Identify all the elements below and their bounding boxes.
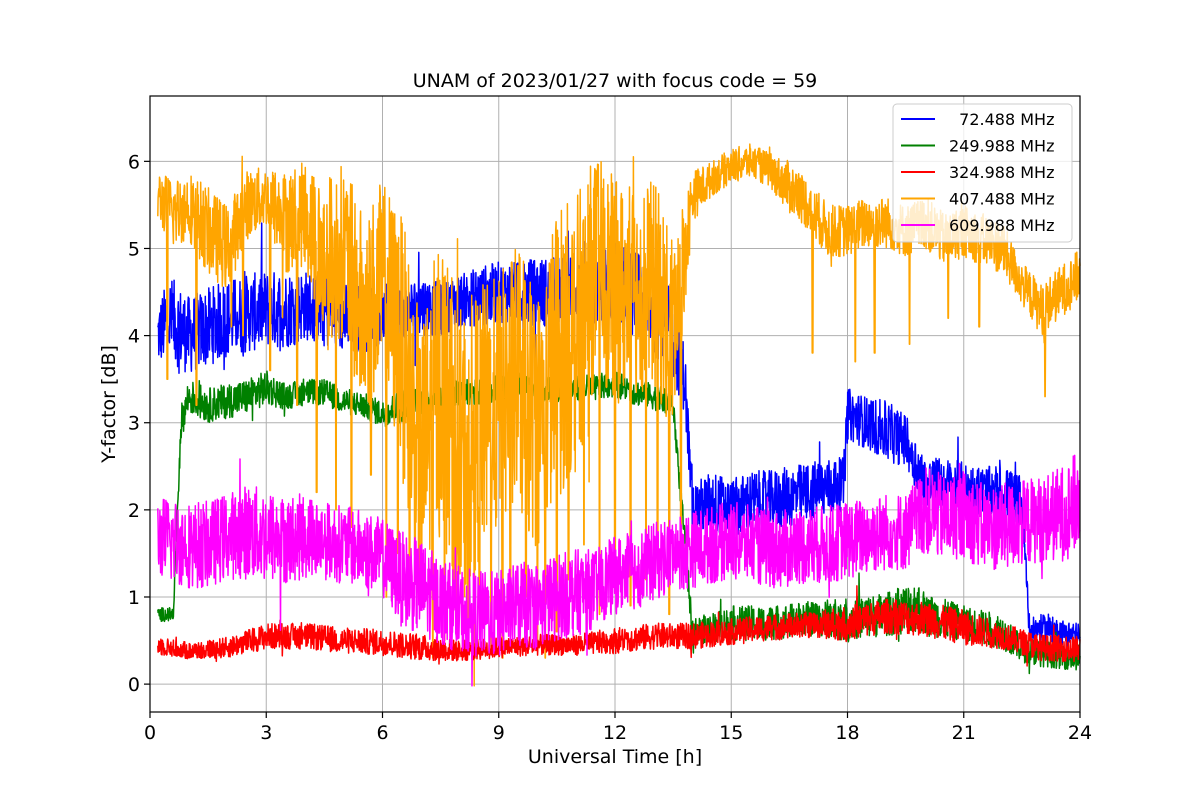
y-tick-label-0: 0: [128, 674, 140, 696]
x-tick-label-2: 6: [376, 722, 388, 744]
x-tick-label-8: 24: [1068, 722, 1092, 744]
x-tick-label-3: 9: [493, 722, 505, 744]
y-tick-label-3: 3: [128, 413, 140, 435]
legend-label-1: 249.988 MHz: [949, 137, 1054, 156]
x-tick-label-7: 21: [952, 722, 976, 744]
x-tick-label-5: 15: [719, 722, 743, 744]
y-tick-label-5: 5: [128, 238, 140, 260]
y-tick-label-6: 6: [128, 151, 140, 173]
x-tick-label-0: 0: [144, 722, 156, 744]
legend-label-2: 324.988 MHz: [949, 163, 1054, 182]
chart-title: UNAM of 2023/01/27 with focus code = 59: [413, 70, 818, 92]
x-tick-label-4: 12: [603, 722, 627, 744]
y-axis-title: Y-factor [dB]: [98, 345, 120, 464]
x-axis-title: Universal Time [h]: [528, 746, 702, 768]
legend-label-0: 72.488 MHz: [949, 110, 1054, 129]
series-line-2: [157, 585, 1081, 667]
series-line-4: [157, 454, 1081, 687]
legend: 72.488 MHz 249.988 MHz 324.988 MHz 407.488 …: [892, 103, 1073, 243]
legend-label-3: 407.488 MHz: [949, 190, 1054, 209]
y-tick-label-4: 4: [128, 326, 140, 348]
legend-box: [892, 103, 1073, 243]
x-tick-label-1: 3: [260, 722, 272, 744]
y-tick-label-2: 2: [128, 500, 140, 522]
x-tick-label-6: 18: [835, 722, 859, 744]
y-tick-label-1: 1: [128, 587, 140, 609]
legend-label-4: 609.988 MHz: [949, 216, 1054, 235]
